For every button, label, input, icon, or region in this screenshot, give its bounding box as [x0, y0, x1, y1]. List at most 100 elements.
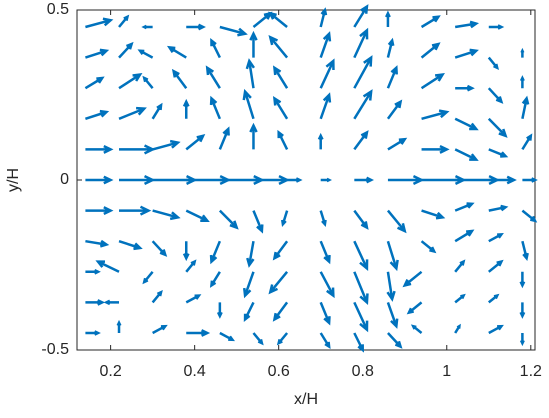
arrow-shape — [420, 15, 441, 29]
arrow-shape — [353, 240, 369, 272]
arrow — [85, 206, 114, 216]
arrow-shape — [152, 139, 181, 151]
arrow — [319, 240, 331, 265]
arrow — [219, 331, 235, 342]
arrow — [281, 210, 289, 227]
arrow-shape — [142, 75, 154, 89]
arrow — [488, 175, 517, 185]
arrow — [142, 75, 154, 89]
arrow-shape — [268, 271, 289, 295]
arrow-shape — [519, 302, 526, 319]
arrow — [186, 23, 206, 31]
arrow-shape — [84, 76, 105, 90]
arrow — [353, 130, 369, 151]
arrow-shape — [246, 240, 255, 268]
arrow — [119, 144, 156, 155]
arrow-shape — [319, 92, 332, 120]
arrow-shape — [182, 241, 190, 262]
arrow-shape — [103, 299, 120, 306]
arrow — [268, 34, 289, 59]
arrow-shape — [353, 209, 369, 230]
arrow — [519, 271, 526, 289]
arrow-shape — [353, 55, 373, 89]
arrow — [182, 241, 190, 262]
arrow-shape — [488, 204, 509, 212]
arrow — [119, 174, 156, 186]
arrow — [119, 205, 152, 216]
arrow-shape — [85, 109, 110, 120]
arrow-shape — [319, 58, 335, 89]
arrow — [272, 301, 289, 322]
y-tick-label: 0.5 — [47, 1, 69, 18]
arrow — [85, 299, 106, 306]
arrow-shape — [186, 329, 211, 337]
arrow-shape — [85, 175, 114, 185]
arrow — [386, 240, 399, 272]
arrow — [353, 89, 373, 120]
arrow — [319, 301, 331, 326]
x-tick-label: 0.4 — [184, 363, 206, 380]
arrow-shape — [118, 106, 147, 120]
arrow — [386, 99, 403, 120]
arrow-shape — [522, 177, 538, 183]
arrow — [272, 95, 289, 120]
arrow-shape — [209, 240, 222, 265]
arrow-shape — [410, 324, 423, 334]
arrow-shape — [272, 95, 289, 120]
arrow-shape — [95, 260, 120, 273]
x-tick-label: 1.2 — [520, 363, 542, 380]
arrow-shape — [454, 202, 475, 212]
arrow — [268, 271, 289, 295]
arrow — [186, 329, 211, 337]
arrow-shape — [406, 301, 423, 315]
arrow — [421, 109, 450, 121]
arrow-shape — [353, 332, 364, 353]
arrow-shape — [353, 271, 369, 306]
arrow-shape — [454, 48, 479, 59]
arrow — [85, 175, 114, 185]
arrow — [142, 271, 154, 285]
arrow-shape — [488, 148, 509, 158]
arrow — [243, 301, 255, 322]
arrow — [387, 137, 408, 151]
arrow-shape — [219, 25, 248, 37]
arrow-shape — [85, 17, 114, 29]
arrow-shape — [166, 45, 187, 59]
arrow-shape — [317, 132, 324, 150]
arrow — [152, 324, 168, 335]
arrow — [252, 332, 264, 346]
arrow-shape — [141, 24, 153, 30]
arrow-shape — [454, 259, 466, 273]
arrow — [85, 48, 110, 59]
x-axis-label: x/H — [294, 391, 318, 408]
arrow — [85, 17, 114, 29]
arrow — [488, 204, 509, 212]
arrow-shape — [219, 331, 235, 342]
arrow — [277, 129, 289, 150]
arrow — [454, 48, 479, 59]
arrow — [522, 177, 538, 183]
arrow-shape — [354, 176, 375, 184]
arrow-shape — [319, 240, 331, 265]
arrow-shape — [454, 148, 479, 161]
arrow-shape — [242, 271, 255, 299]
arrow-shape — [185, 133, 206, 151]
arrow-shape — [454, 229, 475, 243]
arrow-shape — [402, 270, 423, 288]
arrow — [276, 332, 289, 346]
arrow — [152, 139, 181, 151]
x-tick-label: 0.2 — [99, 363, 121, 380]
arrow-shape — [151, 289, 163, 304]
arrow — [246, 240, 255, 268]
arrow — [521, 240, 529, 261]
arrow — [319, 7, 328, 28]
arrow — [116, 319, 122, 333]
arrow — [218, 209, 239, 230]
arrow-shape — [386, 65, 398, 89]
arrow-shape — [85, 330, 101, 336]
arrow-shape — [387, 332, 403, 349]
arrow — [454, 148, 479, 161]
arrow — [353, 4, 369, 28]
arrow — [319, 210, 327, 227]
